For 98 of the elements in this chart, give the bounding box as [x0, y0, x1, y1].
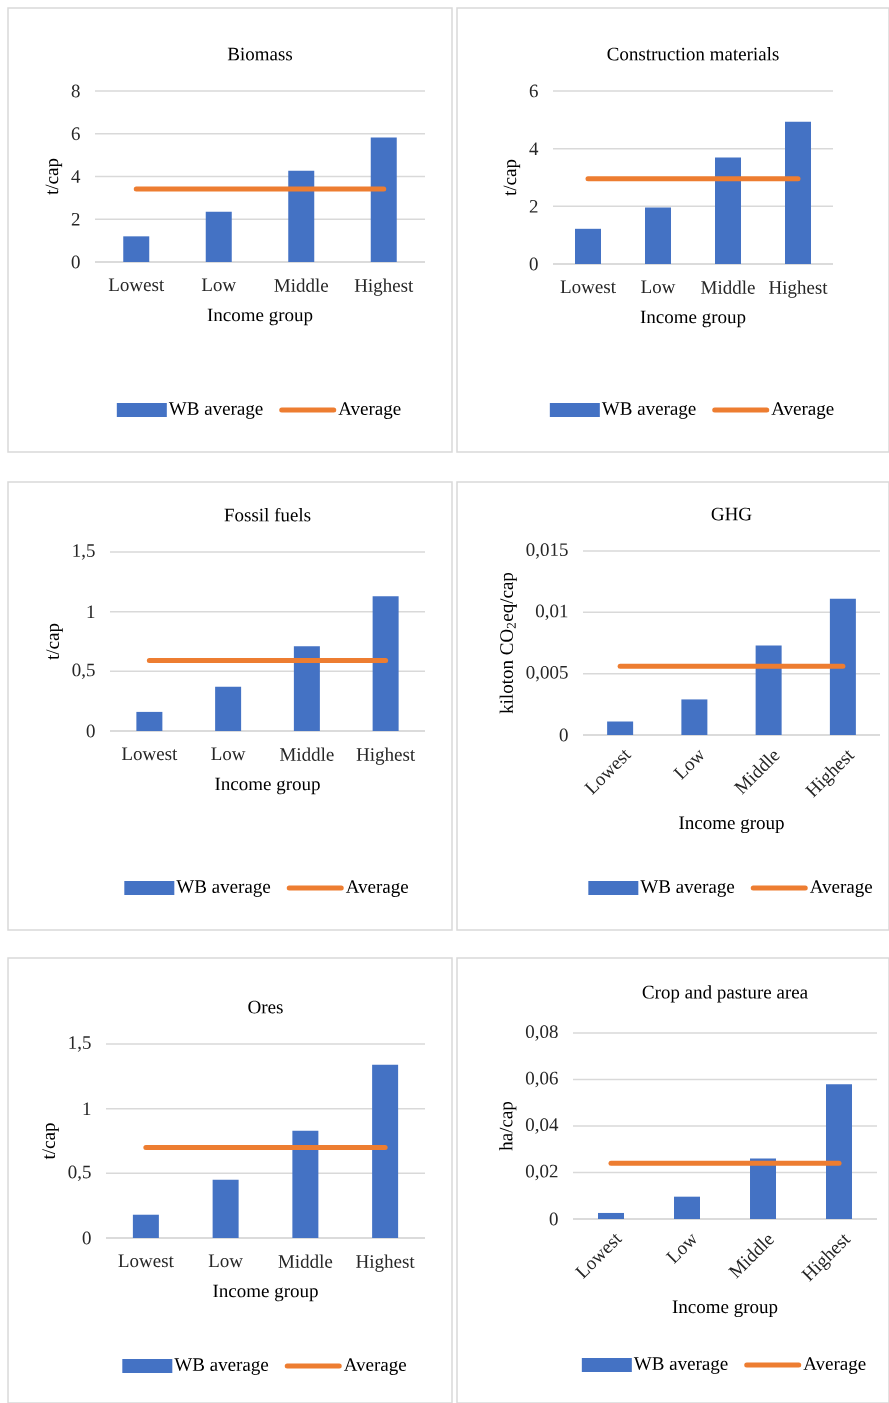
legend-label: Average: [771, 402, 834, 419]
bar: [598, 1212, 625, 1219]
x-tick-label: Middle: [701, 280, 755, 294]
x-tick-label: Lowest: [108, 278, 165, 292]
bar: [205, 211, 232, 262]
y-tick-label: 8: [71, 84, 80, 98]
y-axis-title: t/cap: [42, 1123, 59, 1160]
x-axis-title: Income group: [672, 1300, 778, 1318]
y-tick-label: 0: [559, 728, 568, 742]
y-tick-label: 4: [529, 142, 539, 155]
y-tick-label: 0: [86, 724, 95, 738]
bar: [372, 1064, 399, 1238]
bar: [132, 1214, 159, 1238]
y-tick-label: 1,5: [73, 544, 95, 560]
x-tick-label: Highest: [769, 280, 828, 298]
x-tick-label: Low: [201, 278, 237, 292]
y-tick-label: 0: [82, 1231, 91, 1245]
y-tick-label: 0,08: [525, 1025, 558, 1041]
x-tick-label: Middle: [279, 747, 334, 761]
y-tick-label: 0,5: [72, 663, 95, 680]
x-tick-label: Low: [665, 1233, 696, 1265]
bar: [750, 1158, 777, 1219]
x-axis-title: Income group: [640, 310, 746, 328]
y-tick-label: 0,015: [526, 543, 568, 559]
x-tick-label: Highest: [354, 278, 414, 296]
y-tick-label: 2: [529, 200, 538, 213]
legend-label: Average: [338, 402, 401, 419]
bar: [785, 121, 812, 264]
y-tick-label: 1,5: [69, 1036, 91, 1052]
bar: [575, 228, 602, 264]
legend-label: Average: [803, 1357, 866, 1374]
legend-label: Average: [809, 880, 873, 897]
bar: [829, 598, 856, 735]
x-tick-label: Lowest: [121, 747, 178, 761]
bar: [645, 207, 672, 264]
y-tick-label: 6: [529, 84, 538, 98]
y-axis-title: t/cap: [503, 159, 521, 196]
bar: [293, 646, 320, 731]
y-tick-label: 0,02: [525, 1164, 558, 1181]
bar: [372, 596, 399, 731]
x-axis-title: Income group: [215, 777, 320, 795]
y-tick-label: 6: [71, 127, 80, 141]
bar: [288, 170, 315, 262]
bar: [212, 1179, 239, 1238]
bar: [681, 699, 708, 735]
bar: [607, 721, 634, 735]
x-tick-label: Middle: [274, 278, 329, 292]
legend-label: WB average: [176, 880, 271, 897]
legend-label: Average: [343, 1358, 407, 1375]
chart-title: Biomass: [227, 47, 293, 61]
y-tick-label: 0: [529, 257, 538, 271]
chart-title: GHG: [711, 507, 752, 521]
bar: [370, 137, 397, 262]
bar: [826, 1084, 853, 1219]
x-axis-title: Income group: [213, 1284, 318, 1302]
x-tick-label: Lowest: [118, 1254, 174, 1268]
y-tick-label: 0,04: [525, 1118, 559, 1134]
bar: [755, 645, 782, 735]
bar: [292, 1130, 319, 1238]
y-axis-title: t/cap: [46, 623, 63, 660]
bar: [674, 1196, 700, 1219]
bar: [215, 686, 242, 731]
chart-title: Crop and pasture area: [642, 985, 808, 1003]
bar: [715, 157, 742, 264]
x-tick-label: Low: [211, 747, 246, 761]
x-tick-label: Low: [641, 280, 676, 294]
x-tick-label: Highest: [356, 1254, 415, 1272]
y-axis-title: kiloton CO$_{2}$eq/cap: [499, 572, 517, 714]
y-tick-label: 0,01: [535, 604, 568, 621]
legend-label: WB average: [640, 880, 735, 897]
y-tick-label: 0,005: [526, 665, 568, 682]
bar: [136, 711, 163, 731]
y-tick-label: 0,5: [68, 1165, 91, 1182]
x-tick-label: Low: [672, 749, 704, 781]
x-tick-label: Middle: [278, 1254, 333, 1268]
legend-label: Average: [345, 880, 409, 897]
legend-label: WB average: [174, 1358, 269, 1375]
y-tick-label: 0: [71, 255, 80, 269]
y-axis-title: ha/cap: [499, 1101, 517, 1151]
bar: [123, 236, 150, 262]
chart-title: Fossil fuels: [224, 507, 311, 522]
chart-title: Construction materials: [607, 47, 779, 61]
y-tick-label: 1: [87, 605, 95, 618]
y-tick-label: 4: [71, 170, 81, 183]
x-axis-title: Income group: [207, 308, 313, 326]
legend-label: WB average: [168, 402, 263, 419]
x-tick-label: Low: [208, 1254, 243, 1268]
x-axis-title: Income group: [679, 816, 784, 834]
y-tick-label: 1: [83, 1102, 91, 1115]
chart-title: Ores: [248, 1000, 283, 1014]
x-tick-label: Highest: [356, 747, 416, 765]
legend-label: WB average: [601, 402, 696, 419]
y-tick-label: 2: [71, 212, 80, 226]
x-tick-label: Lowest: [560, 280, 616, 294]
y-tick-label: 0,06: [525, 1071, 558, 1088]
legend-label: WB average: [633, 1357, 728, 1374]
y-tick-label: 0: [549, 1212, 558, 1226]
y-axis-title: t/cap: [45, 158, 63, 195]
